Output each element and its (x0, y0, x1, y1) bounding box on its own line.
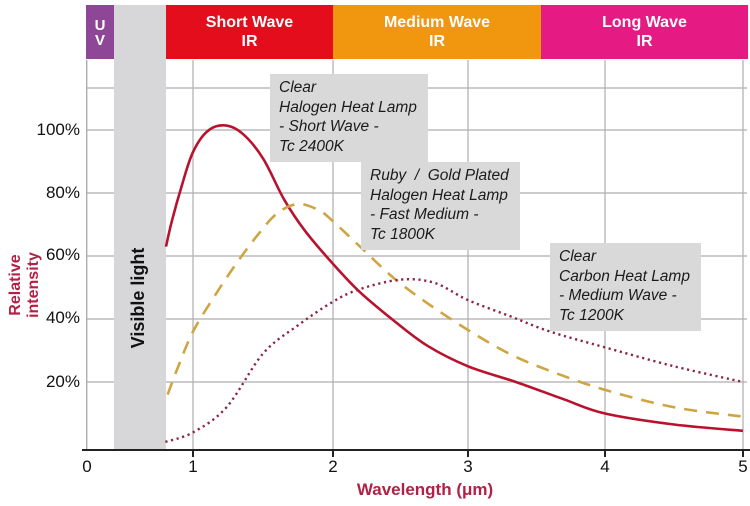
annotation-halogen-short-wave: Clear Halogen Heat Lamp - Short Wave - T… (270, 74, 428, 162)
annotation-line: Tc 2400K (279, 137, 344, 155)
short-wave-ir-label-line1: Short Wave (205, 14, 294, 31)
y-tick-label-100: 100% (36, 120, 80, 139)
plot-curves (164, 123, 744, 444)
x-tick-2 (332, 451, 334, 457)
x-tick-label-0: 0 (82, 457, 92, 476)
annotation-line: Clear (559, 248, 597, 265)
x-tick-4 (604, 451, 606, 457)
long-wave-ir-band: Long Wave IR (541, 5, 748, 59)
x-tick-label-4: 4 (600, 457, 610, 476)
short-wave-ir-band: Short Wave IR (166, 5, 333, 59)
uv-band-label-line1: U (94, 17, 106, 34)
annotation-carbon-medium-wave: Clear Carbon Heat Lamp - Medium Wave - T… (550, 243, 701, 331)
series-curve-2 (165, 278, 744, 444)
x-tick-label-3: 3 (463, 457, 473, 476)
annotation-line: Ruby / Gold Plated (370, 167, 509, 184)
x-axis-line (82, 449, 750, 451)
uv-band-label-line2: V (94, 32, 105, 49)
annotation-line: Carbon Heat Lamp (559, 267, 690, 285)
y-tick-label-80: 80% (45, 183, 80, 202)
y-tick-label-60: 60% (45, 245, 80, 264)
annotation-line: Halogen Heat Lamp (370, 186, 508, 204)
x-tick-1 (192, 451, 194, 457)
annotation-line: - Short Wave - (279, 118, 379, 135)
visible-light-band (114, 5, 166, 450)
medium-wave-ir-label-line1: Medium Wave (383, 14, 491, 31)
long-wave-ir-label-line2: IR (636, 33, 653, 50)
medium-wave-ir-label-line2: IR (429, 33, 445, 50)
y-axis-title: Relative intensity (7, 252, 42, 318)
annotation-line: Tc 1200K (559, 306, 624, 324)
annotation-line: Clear (279, 79, 317, 96)
annotation-line: Tc 1800K (370, 225, 435, 243)
annotation-line: - Fast Medium - (370, 206, 479, 223)
long-wave-ir-label-line1: Long Wave (602, 14, 687, 31)
x-axis-title: Wavelength (μm) (356, 480, 494, 499)
x-tick-3 (467, 451, 469, 457)
uv-band: U V (86, 5, 114, 59)
series-curve-1 (166, 202, 744, 418)
x-tick-label-5: 5 (738, 457, 748, 476)
short-wave-ir-label-line2: IR (241, 33, 258, 50)
annotation-ruby-gold-halogen: Ruby / Gold Plated Halogen Heat Lamp - F… (361, 162, 520, 250)
y-tick-label-40: 40% (45, 308, 80, 327)
medium-wave-ir-band: Medium Wave IR (333, 5, 541, 59)
series-curve-0 (164, 123, 744, 433)
y-tick-label-20: 20% (45, 372, 80, 391)
x-tick-label-2: 2 (328, 457, 338, 476)
annotation-line: Halogen Heat Lamp (279, 98, 417, 116)
annotation-line: - Medium Wave - (559, 287, 677, 304)
x-tick-label-1: 1 (188, 457, 198, 476)
x-tick-5 (742, 451, 744, 457)
